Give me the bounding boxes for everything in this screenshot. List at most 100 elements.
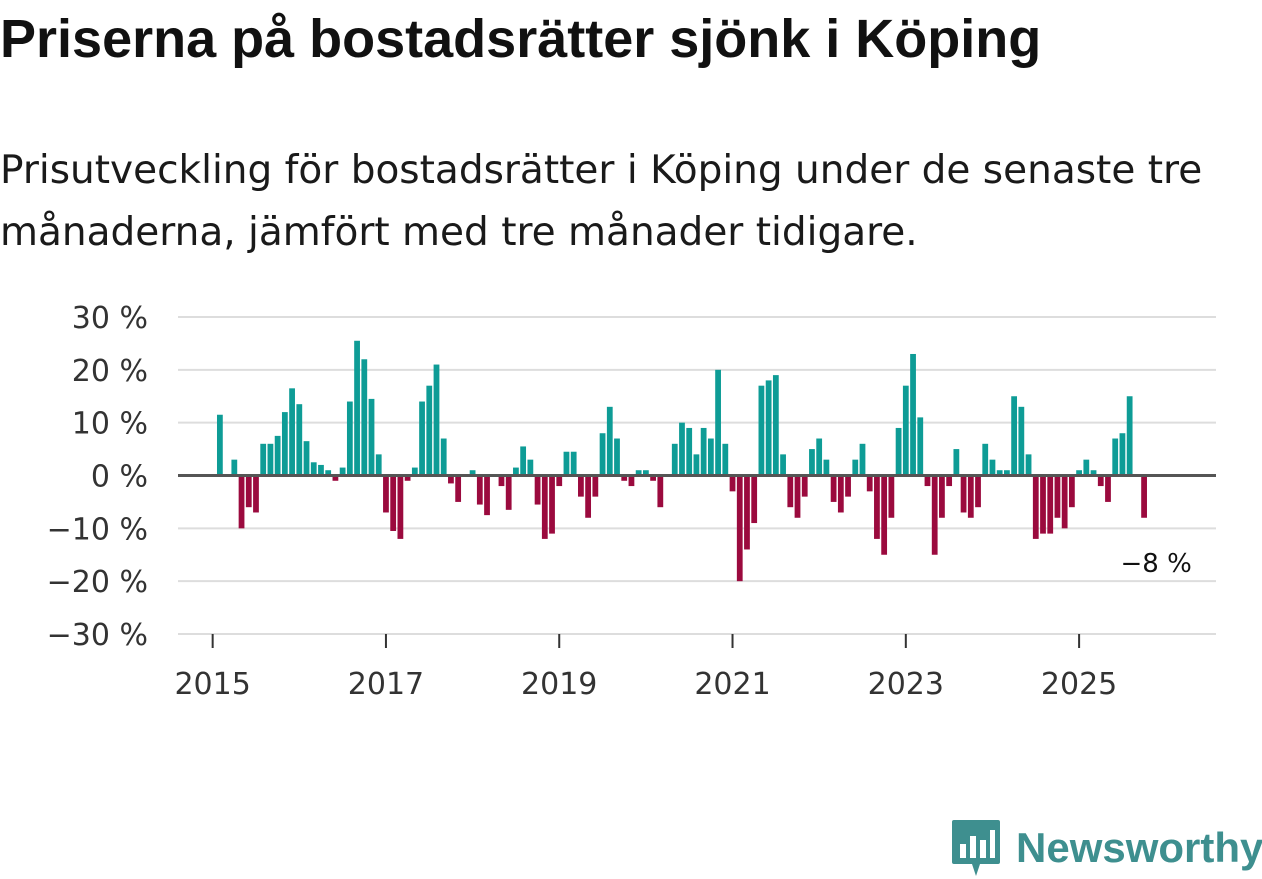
bar xyxy=(917,417,924,476)
bar xyxy=(339,467,346,476)
bar xyxy=(888,475,895,518)
bar xyxy=(1011,396,1018,476)
bar xyxy=(924,475,931,487)
bar xyxy=(671,443,678,476)
bar xyxy=(1047,475,1054,534)
bar xyxy=(281,412,288,476)
bar xyxy=(527,459,534,476)
bar xyxy=(902,385,909,476)
bar xyxy=(715,369,721,476)
bar xyxy=(404,475,411,481)
bar xyxy=(801,475,808,497)
bar xyxy=(693,454,700,476)
bar xyxy=(967,475,974,518)
bar xyxy=(751,475,758,524)
bar xyxy=(953,449,960,476)
bar xyxy=(628,475,635,487)
bar xyxy=(599,433,606,476)
bar xyxy=(823,459,830,476)
bar xyxy=(1097,475,1104,487)
bar xyxy=(570,451,577,476)
bar xyxy=(650,475,656,481)
bar xyxy=(939,475,945,518)
newsworthy-logo[interactable]: Newsworthy xyxy=(950,818,1262,878)
bar xyxy=(541,475,548,539)
bar xyxy=(1141,475,1147,518)
bar xyxy=(216,414,223,476)
bar xyxy=(520,446,527,476)
bar xyxy=(1004,470,1010,476)
bar xyxy=(931,475,938,555)
bar xyxy=(895,427,902,476)
bar xyxy=(505,475,512,510)
bar xyxy=(310,462,317,476)
bar xyxy=(845,475,851,497)
bar xyxy=(809,449,815,476)
bar xyxy=(960,475,967,513)
bar xyxy=(469,470,476,476)
bar xyxy=(1083,459,1090,476)
bar xyxy=(1032,475,1039,539)
brand-name: Newsworthy xyxy=(1016,824,1262,871)
bar xyxy=(982,443,989,476)
bar xyxy=(1068,475,1075,508)
y-tick-label: 0 % xyxy=(91,460,148,495)
labels: 30 % 20 % 10 % 0 % −10 % −20 % −30 % 2015 2017 20… xyxy=(47,301,1195,702)
bar xyxy=(881,475,888,555)
bar xyxy=(513,467,519,476)
bar xyxy=(1105,475,1111,502)
bar xyxy=(318,464,324,476)
bar xyxy=(498,475,505,487)
bar xyxy=(346,401,353,476)
axes xyxy=(178,474,1216,648)
bar xyxy=(780,454,786,476)
bar xyxy=(397,475,404,539)
bar xyxy=(231,459,238,476)
bar xyxy=(253,475,259,513)
bar xyxy=(354,340,360,476)
bar xyxy=(440,438,447,476)
bar xyxy=(910,353,916,476)
y-tick-label: 10 % xyxy=(72,407,148,442)
bar xyxy=(996,470,1003,476)
bar xyxy=(274,435,281,476)
bar xyxy=(852,459,859,476)
bar xyxy=(606,406,613,476)
bar xyxy=(390,475,397,531)
bar xyxy=(859,443,866,476)
bar xyxy=(729,475,736,492)
bar xyxy=(614,438,620,476)
bar xyxy=(1090,470,1097,476)
chart-title: Priserna på bostadsrätter sjönk i Köping xyxy=(0,9,1042,69)
bar xyxy=(563,451,570,476)
bar xyxy=(765,380,772,476)
x-tick-label: 2023 xyxy=(868,667,944,702)
chart-subtitle: Prisutveckling för bostadsrätter i Köpin… xyxy=(0,148,1203,255)
bar xyxy=(419,401,425,476)
x-tick-label: 2019 xyxy=(521,667,597,702)
bar xyxy=(744,475,750,550)
bar xyxy=(700,427,707,476)
bar xyxy=(679,422,685,476)
y-tick-label: −30 % xyxy=(47,618,148,653)
bar xyxy=(289,388,295,476)
bar xyxy=(238,475,245,529)
bar xyxy=(1025,454,1032,476)
bar xyxy=(837,475,844,513)
bar xyxy=(245,475,252,508)
bar xyxy=(556,475,563,487)
bar xyxy=(476,475,483,505)
bar xyxy=(1076,470,1082,476)
bar xyxy=(794,475,801,518)
bar xyxy=(296,404,303,476)
y-tick-label: −20 % xyxy=(47,565,148,600)
bar xyxy=(722,443,729,476)
bar xyxy=(642,470,649,476)
bar xyxy=(332,475,339,481)
bar xyxy=(448,475,454,484)
bar xyxy=(621,475,628,481)
bar xyxy=(1061,475,1068,529)
x-tick-label: 2021 xyxy=(694,667,770,702)
bar xyxy=(1126,396,1133,476)
